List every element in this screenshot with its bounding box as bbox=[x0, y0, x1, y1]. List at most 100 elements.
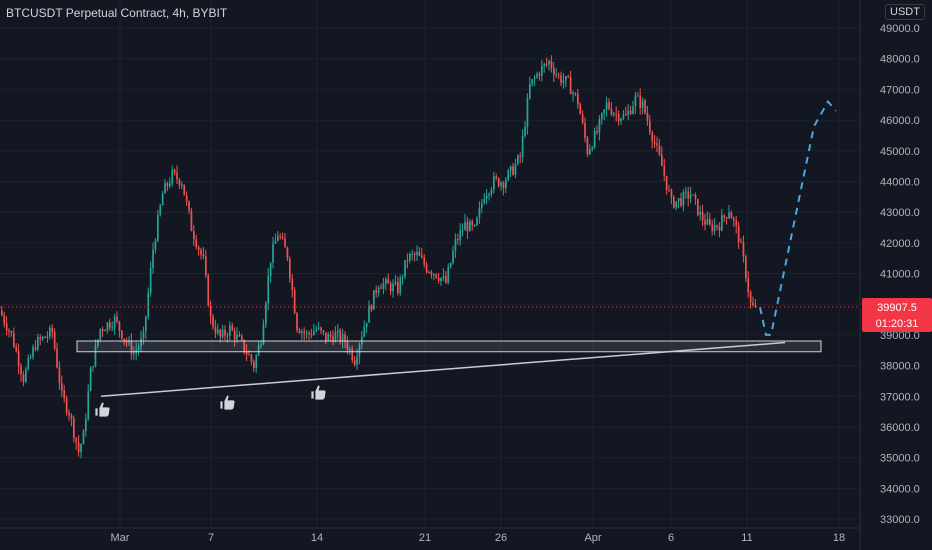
candle-body bbox=[363, 327, 366, 337]
candle-body bbox=[601, 113, 603, 120]
candle-body bbox=[80, 444, 82, 453]
candle-body bbox=[219, 329, 222, 337]
candle-body bbox=[53, 331, 56, 349]
candle-body bbox=[430, 272, 433, 275]
candle-body bbox=[329, 334, 332, 337]
support-zone-rectangle[interactable] bbox=[76, 340, 822, 353]
candle-body bbox=[754, 305, 757, 308]
candle-body bbox=[229, 325, 231, 336]
candle-body bbox=[445, 276, 447, 283]
last-price-badge[interactable] bbox=[862, 298, 932, 333]
candle-body bbox=[545, 63, 548, 65]
candle-body bbox=[435, 274, 438, 278]
candle-body bbox=[555, 74, 558, 76]
candle-body bbox=[471, 221, 474, 226]
candle-body bbox=[344, 334, 346, 343]
candle-body bbox=[116, 316, 118, 322]
y-tick-label: 46000.0 bbox=[880, 115, 920, 127]
candle-body bbox=[10, 331, 13, 333]
candle-body bbox=[267, 275, 270, 304]
candle-body bbox=[605, 102, 608, 110]
candle-body bbox=[673, 196, 675, 208]
candle-body bbox=[709, 218, 711, 225]
candle-body bbox=[747, 278, 750, 292]
candle-body bbox=[63, 390, 66, 399]
candle-body bbox=[337, 330, 339, 333]
candle-body bbox=[27, 358, 30, 369]
candle-body bbox=[581, 114, 584, 123]
candle-body bbox=[730, 212, 733, 219]
candle-body bbox=[749, 291, 752, 303]
candle-body bbox=[188, 201, 190, 211]
candle-body bbox=[473, 225, 476, 227]
candle-body bbox=[94, 345, 97, 367]
candle-body bbox=[406, 260, 409, 262]
candle-body bbox=[721, 215, 723, 231]
y-tick-label: 39000.0 bbox=[880, 330, 920, 342]
currency-unit-badge[interactable]: USDT bbox=[885, 4, 925, 20]
candle-body bbox=[437, 277, 440, 282]
candle-body bbox=[579, 104, 582, 115]
candle-body bbox=[224, 329, 226, 336]
candle-body bbox=[644, 100, 646, 113]
candle-body bbox=[87, 391, 90, 420]
candle-body bbox=[202, 254, 205, 257]
candle-body bbox=[478, 207, 481, 218]
candle-body bbox=[675, 201, 678, 208]
last-price-label: 39907.5 bbox=[877, 302, 917, 314]
candle-body bbox=[32, 347, 34, 357]
candle-body bbox=[164, 183, 166, 194]
candle-body bbox=[173, 170, 176, 173]
candle-body bbox=[13, 332, 15, 347]
candle-body bbox=[315, 328, 318, 331]
thumbs-up-icon[interactable] bbox=[310, 384, 327, 401]
candle-body bbox=[677, 198, 680, 202]
thumbs-up-icon[interactable] bbox=[94, 401, 111, 418]
candle-body bbox=[41, 336, 44, 340]
candle-body bbox=[310, 333, 313, 335]
candle-body bbox=[401, 276, 404, 278]
candle-body bbox=[279, 236, 282, 238]
candle-body bbox=[622, 114, 625, 119]
x-tick-label: 21 bbox=[419, 532, 431, 544]
candle-body bbox=[488, 193, 490, 196]
countdown-label: 01:20:31 bbox=[876, 318, 919, 330]
candle-body bbox=[154, 240, 157, 250]
candle-body bbox=[521, 135, 524, 157]
candle-body bbox=[634, 95, 637, 107]
candle-body bbox=[452, 251, 454, 263]
candle-body bbox=[389, 283, 392, 292]
candle-body bbox=[577, 93, 579, 105]
candle-body bbox=[104, 330, 106, 332]
candle-body bbox=[553, 68, 555, 75]
candle-body bbox=[212, 316, 214, 328]
candle-body bbox=[142, 331, 145, 339]
y-tick-label: 49000.0 bbox=[880, 23, 920, 35]
candle-body bbox=[476, 217, 478, 226]
candle-body bbox=[56, 348, 58, 368]
candle-body bbox=[382, 283, 385, 289]
candle-body bbox=[632, 106, 634, 114]
candle-body bbox=[737, 225, 740, 242]
candle-body bbox=[387, 279, 390, 284]
candle-body bbox=[358, 344, 361, 357]
candle-body bbox=[531, 79, 534, 85]
candle-body bbox=[613, 113, 615, 115]
candle-body bbox=[603, 109, 606, 114]
projection-dashed-path[interactable] bbox=[759, 99, 837, 336]
candle-body bbox=[241, 336, 243, 340]
y-tick-label: 38000.0 bbox=[880, 361, 920, 373]
candle-body bbox=[589, 149, 591, 155]
x-tick-label: 14 bbox=[311, 532, 323, 544]
candle-body bbox=[505, 180, 507, 188]
candle-body bbox=[166, 183, 169, 186]
candle-body bbox=[392, 283, 394, 292]
thumbs-up-icon[interactable] bbox=[219, 394, 236, 411]
candle-body bbox=[440, 277, 442, 282]
rising-trendline[interactable] bbox=[100, 341, 786, 397]
candle-body bbox=[514, 164, 517, 175]
x-tick-label: 18 bbox=[833, 532, 845, 544]
x-tick-label: Mar bbox=[111, 532, 130, 544]
candle-body bbox=[464, 221, 466, 231]
